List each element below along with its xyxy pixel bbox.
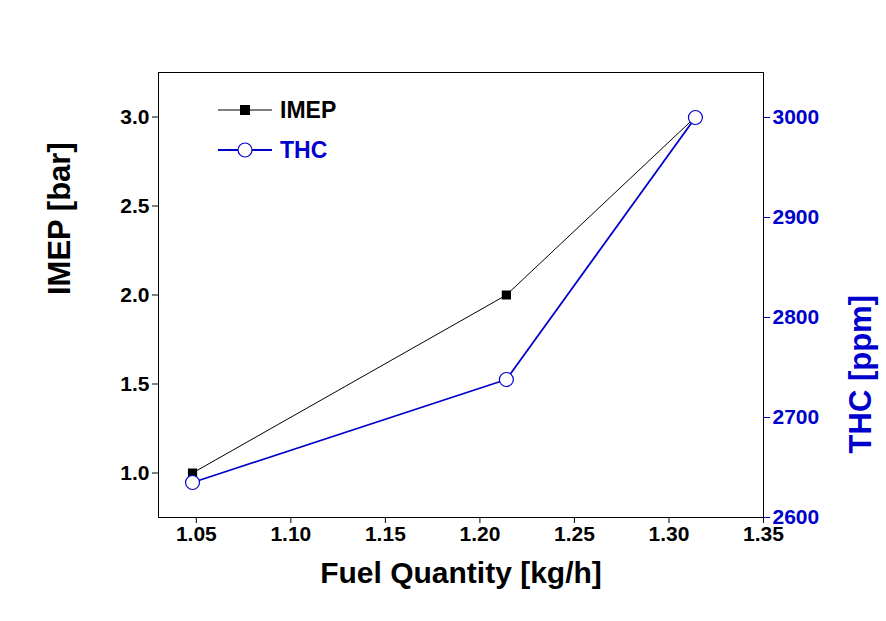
svg-text:2800: 2800	[773, 305, 820, 328]
svg-text:THC [ppm]: THC [ppm]	[843, 295, 878, 453]
svg-text:1.20: 1.20	[459, 522, 500, 545]
svg-text:1.5: 1.5	[120, 372, 150, 395]
svg-text:1.0: 1.0	[120, 461, 149, 484]
html-text:IMEP: IMEP	[280, 96, 337, 123]
svg-text:1.05: 1.05	[176, 522, 217, 545]
svg-text:1.35: 1.35	[743, 522, 784, 546]
html-text:THC: THC	[280, 136, 328, 163]
svg-text:1.30: 1.30	[649, 522, 690, 545]
svg-text:3000: 3000	[773, 105, 820, 128]
svg-text:2900: 2900	[773, 205, 820, 228]
svg-text:Fuel Quantity [kg/h]: Fuel Quantity [kg/h]	[320, 556, 602, 589]
svg-text:3.0: 3.0	[120, 105, 149, 128]
svg-text:2700: 2700	[773, 405, 820, 428]
svg-text:2.0: 2.0	[120, 283, 149, 306]
svg-text:IMEP [bar]: IMEP [bar]	[42, 142, 77, 295]
svg-text:1.15: 1.15	[365, 522, 406, 545]
svg-text:1.25: 1.25	[554, 522, 595, 545]
svg-text:1.10: 1.10	[270, 522, 311, 545]
svg-text:2.5: 2.5	[120, 194, 150, 217]
svg-text:2600: 2600	[773, 505, 820, 528]
